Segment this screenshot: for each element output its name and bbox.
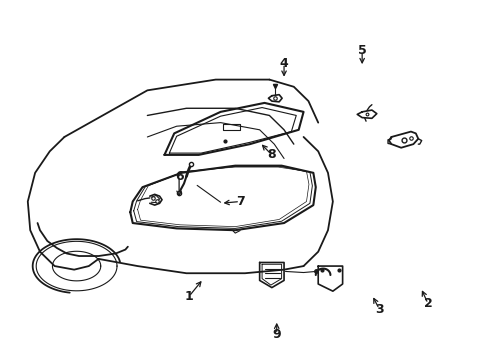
Text: 1: 1	[185, 290, 193, 303]
Text: 3: 3	[375, 303, 384, 316]
Text: 6: 6	[175, 170, 183, 183]
Text: 8: 8	[268, 148, 276, 161]
Text: 5: 5	[358, 44, 367, 57]
Text: 4: 4	[280, 57, 289, 70]
Text: 7: 7	[236, 195, 245, 208]
Text: 2: 2	[424, 297, 432, 310]
Text: 9: 9	[272, 328, 281, 341]
